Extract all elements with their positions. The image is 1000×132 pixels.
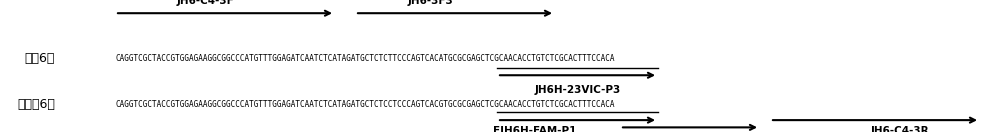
Text: JH6-C4-3F: JH6-C4-3F xyxy=(176,0,234,6)
Text: JH6-C4-3R: JH6-C4-3R xyxy=(871,126,929,132)
Text: CAGGTCGCTACCGTGGAGAAGGCGGCCCATGTTTGGAGATCAATCTCATAGATGCTCTCCTCCCAGTCACGTGCGCGAGC: CAGGTCGCTACCGTGGAGAAGGCGGCCCATGTTTGGAGAT… xyxy=(115,100,614,109)
Text: 非吉宏6号: 非吉宏6号 xyxy=(17,98,55,111)
Text: JH6H-23VIC-P3: JH6H-23VIC-P3 xyxy=(535,85,621,95)
Text: 吉宏6号: 吉宏6号 xyxy=(25,52,55,65)
Text: JH6-3F3: JH6-3F3 xyxy=(407,0,453,6)
Text: FJH6H-FAM-P1: FJH6H-FAM-P1 xyxy=(493,126,577,132)
Text: CAGGTCGCTACCGTGGAGAAGGCGGCCCATGTTTGGAGATCAATCTCATAGATGCTCTCTTCCCAGTCACATGCGCGAGC: CAGGTCGCTACCGTGGAGAAGGCGGCCCATGTTTGGAGAT… xyxy=(115,54,614,63)
